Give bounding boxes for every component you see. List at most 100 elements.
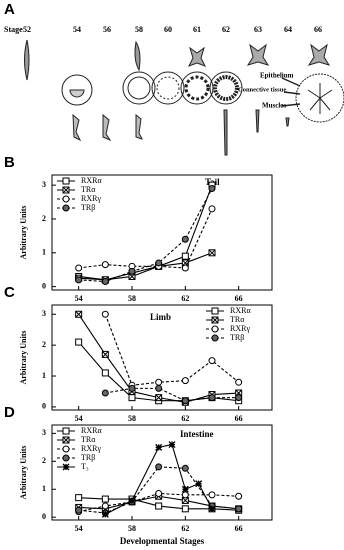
panel-label: A [4,1,15,18]
y-axis-label: Arbitrary Units [19,446,28,500]
x-tick-label: 66 [235,414,243,423]
tissue-label: Muscles [262,102,286,110]
data-point [181,491,189,499]
section [184,75,210,101]
section [209,71,243,105]
x-tick-label: 54 [75,294,83,303]
marker-square [181,252,189,260]
data-point [168,441,176,449]
marker-circle [211,325,219,333]
data-point [101,278,109,286]
data-point [75,338,83,346]
marker-circle [101,261,109,269]
data-point [75,276,83,284]
y-tick-label: 1 [42,248,46,257]
tadpole [134,40,141,72]
marker-circle [75,264,83,272]
stage-number: 66 [314,25,322,34]
marker-circle [101,502,109,510]
stage-number: 63 [254,25,262,34]
data-point [128,496,136,504]
x-axis-label: Developmental Stages [120,536,205,546]
plot-frame [51,304,273,411]
marker-circle [62,204,70,212]
legend-marker [62,463,70,471]
x-tick-label: 66 [235,294,243,303]
marker-circle [181,264,189,272]
marker-circle [208,394,216,402]
marker-asterisk [62,463,70,471]
marker-circle [75,276,83,284]
section [127,76,151,100]
data-point [101,510,109,518]
marker-circle [181,491,189,499]
marker-circle [101,389,109,397]
legend-label: TRα [230,315,245,324]
marker-asterisk [168,441,176,449]
data-point [155,259,163,267]
y-tick-label: 2 [42,340,46,349]
y-tick-label: 0 [42,402,46,411]
marker-circle [208,185,216,193]
y-tick-label: 3 [42,428,46,437]
marker-cross [208,249,216,257]
marker-circle [181,464,189,472]
legend-label: RXRα [81,176,102,185]
data-point [235,505,243,513]
marker-square [75,338,83,346]
y-axis-label: Arbitrary Units [19,331,28,385]
data-point [101,310,109,318]
limb [72,113,82,142]
x-tick-label: 62 [181,414,189,423]
legend-label: T₃ [81,462,89,471]
marker-cross [181,497,189,504]
marker-cross [75,310,83,318]
frog [307,43,331,66]
section [122,71,156,105]
tadpole-tail [24,39,30,81]
tail-remnant [255,109,260,133]
data-point [195,480,203,488]
marker-circle [211,334,219,342]
marker-circle [181,397,189,405]
marker-cross [211,316,219,324]
marker-cross [128,273,136,280]
data-point [155,378,163,386]
stage-number: 56 [103,25,111,34]
marker-circle [62,195,70,203]
data-point [235,492,243,500]
legend-marker [62,195,70,203]
panel-label: C [4,284,15,301]
data-point [155,489,163,497]
legend-marker [211,325,219,333]
section [61,74,93,106]
marker-circle [128,267,136,275]
data-point [75,264,83,272]
froglet [246,43,270,66]
x-tick-label: 58 [128,414,136,423]
legend-label: TRα [81,435,96,444]
legend-label: TRα [81,185,96,194]
tissue-label: Epithelium [260,72,294,80]
data-point [128,267,136,275]
marker-asterisk [155,443,163,451]
stage-number: 58 [135,25,143,34]
y-tick-label: 0 [42,281,46,290]
data-point [101,389,109,397]
legend-label: TRβ [81,203,95,212]
data-point [155,502,163,510]
marker-square [101,495,109,503]
y-tick-label: 3 [42,180,46,189]
marker-circle [235,492,243,500]
marker-cross [62,186,70,194]
x-tick-label: 66 [235,524,243,533]
folds [307,83,333,114]
marker-cross [101,351,109,358]
data-point [208,205,216,213]
data-point [75,506,83,514]
legend-marker [62,436,70,444]
marker-square [101,369,109,377]
data-point [128,394,136,402]
y-tick-label: 3 [42,309,46,318]
